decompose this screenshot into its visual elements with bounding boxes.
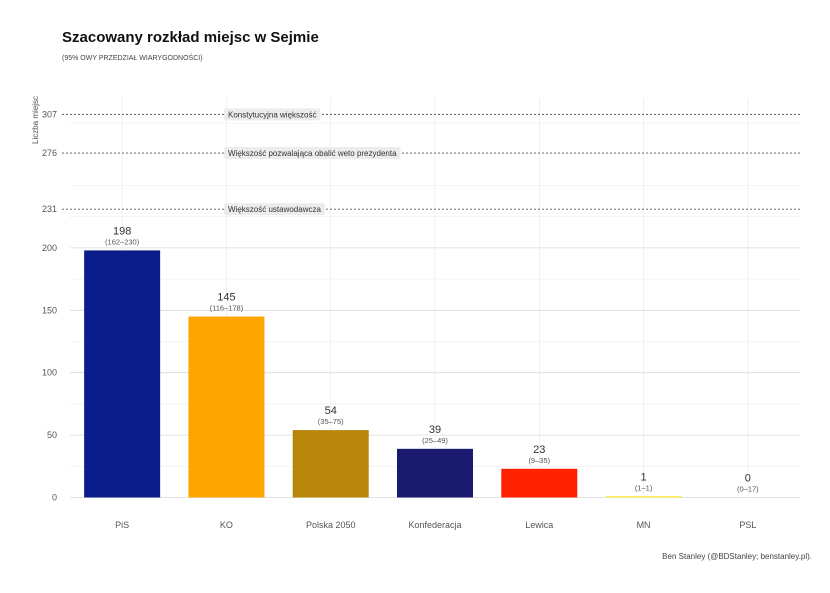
interval-label: (35–75) [318, 417, 344, 426]
y-tick-label: 200 [42, 243, 57, 253]
x-tick-label: MN [637, 520, 651, 530]
y-axis-label: Liczba miejsc [31, 96, 40, 144]
x-tick-label: PSL [739, 520, 756, 530]
y-tick-label: 0 [52, 493, 57, 503]
x-tick-label: KO [220, 520, 233, 530]
bar-konfederacja [397, 448, 473, 498]
y-tick-label: 50 [47, 430, 57, 440]
x-tick-label: Polska 2050 [306, 520, 356, 530]
interval-label: (25–49) [422, 436, 448, 445]
bar-polska-2050 [292, 430, 369, 498]
value-label: 39 [429, 424, 441, 436]
value-label: 23 [533, 444, 545, 456]
interval-label: (1–1) [635, 483, 653, 492]
y-tick-label: 150 [42, 305, 57, 315]
threshold-label: Konstytucyjna większość [228, 110, 316, 119]
threshold-label: Większość ustawodawcza [228, 205, 321, 214]
interval-label: (0–17) [737, 485, 759, 494]
interval-label: (162–230) [105, 237, 140, 246]
threshold-label-background [224, 203, 325, 216]
credit-text: Ben Stanley (@BDStanley; benstanley.pl). [662, 552, 812, 561]
x-tick-label: PiS [115, 520, 129, 530]
y-tick-label: 231 [42, 204, 57, 214]
interval-label: (116–178) [210, 304, 244, 313]
value-label: 198 [113, 225, 131, 237]
chart-title: Szacowany rozkład miejsc w Sejmie [62, 29, 319, 46]
y-tick-label: 307 [42, 109, 57, 119]
x-axis-ticks: PiS KO Polska 2050 Konfederacja Lewica MN PSL [115, 520, 756, 530]
y-tick-label: 100 [42, 368, 57, 378]
value-label: 145 [217, 292, 235, 304]
bars: 198(162–230) 145(116–178) 54(35–75) 39(25–4… [84, 225, 759, 498]
bar-mn [605, 496, 682, 498]
threshold-label: Większość pozwalająca obalić weto prezyd… [228, 149, 397, 158]
threshold-label-background [224, 147, 401, 160]
interval-label: (9–35) [528, 456, 550, 465]
threshold-label-background [224, 108, 321, 121]
bar-pis [84, 250, 161, 498]
x-tick-label: Lewica [525, 520, 553, 530]
bar-ko [188, 316, 265, 498]
chart-subtitle: (95% OWY PRZEDZIAŁ WIARYGODNOŚCI) [62, 53, 203, 62]
value-label: 54 [325, 405, 337, 417]
value-label: 0 [745, 473, 751, 485]
value-label: 1 [641, 471, 647, 483]
threshold-lines: Konstytucyjna większość Większość pozwala… [62, 108, 800, 216]
bar-lewica [501, 468, 578, 498]
y-tick-label: 276 [42, 148, 57, 158]
y-axis-ticks: 0 50 100 150 200 231 276 307 [42, 109, 57, 502]
x-tick-label: Konfederacja [408, 520, 461, 530]
